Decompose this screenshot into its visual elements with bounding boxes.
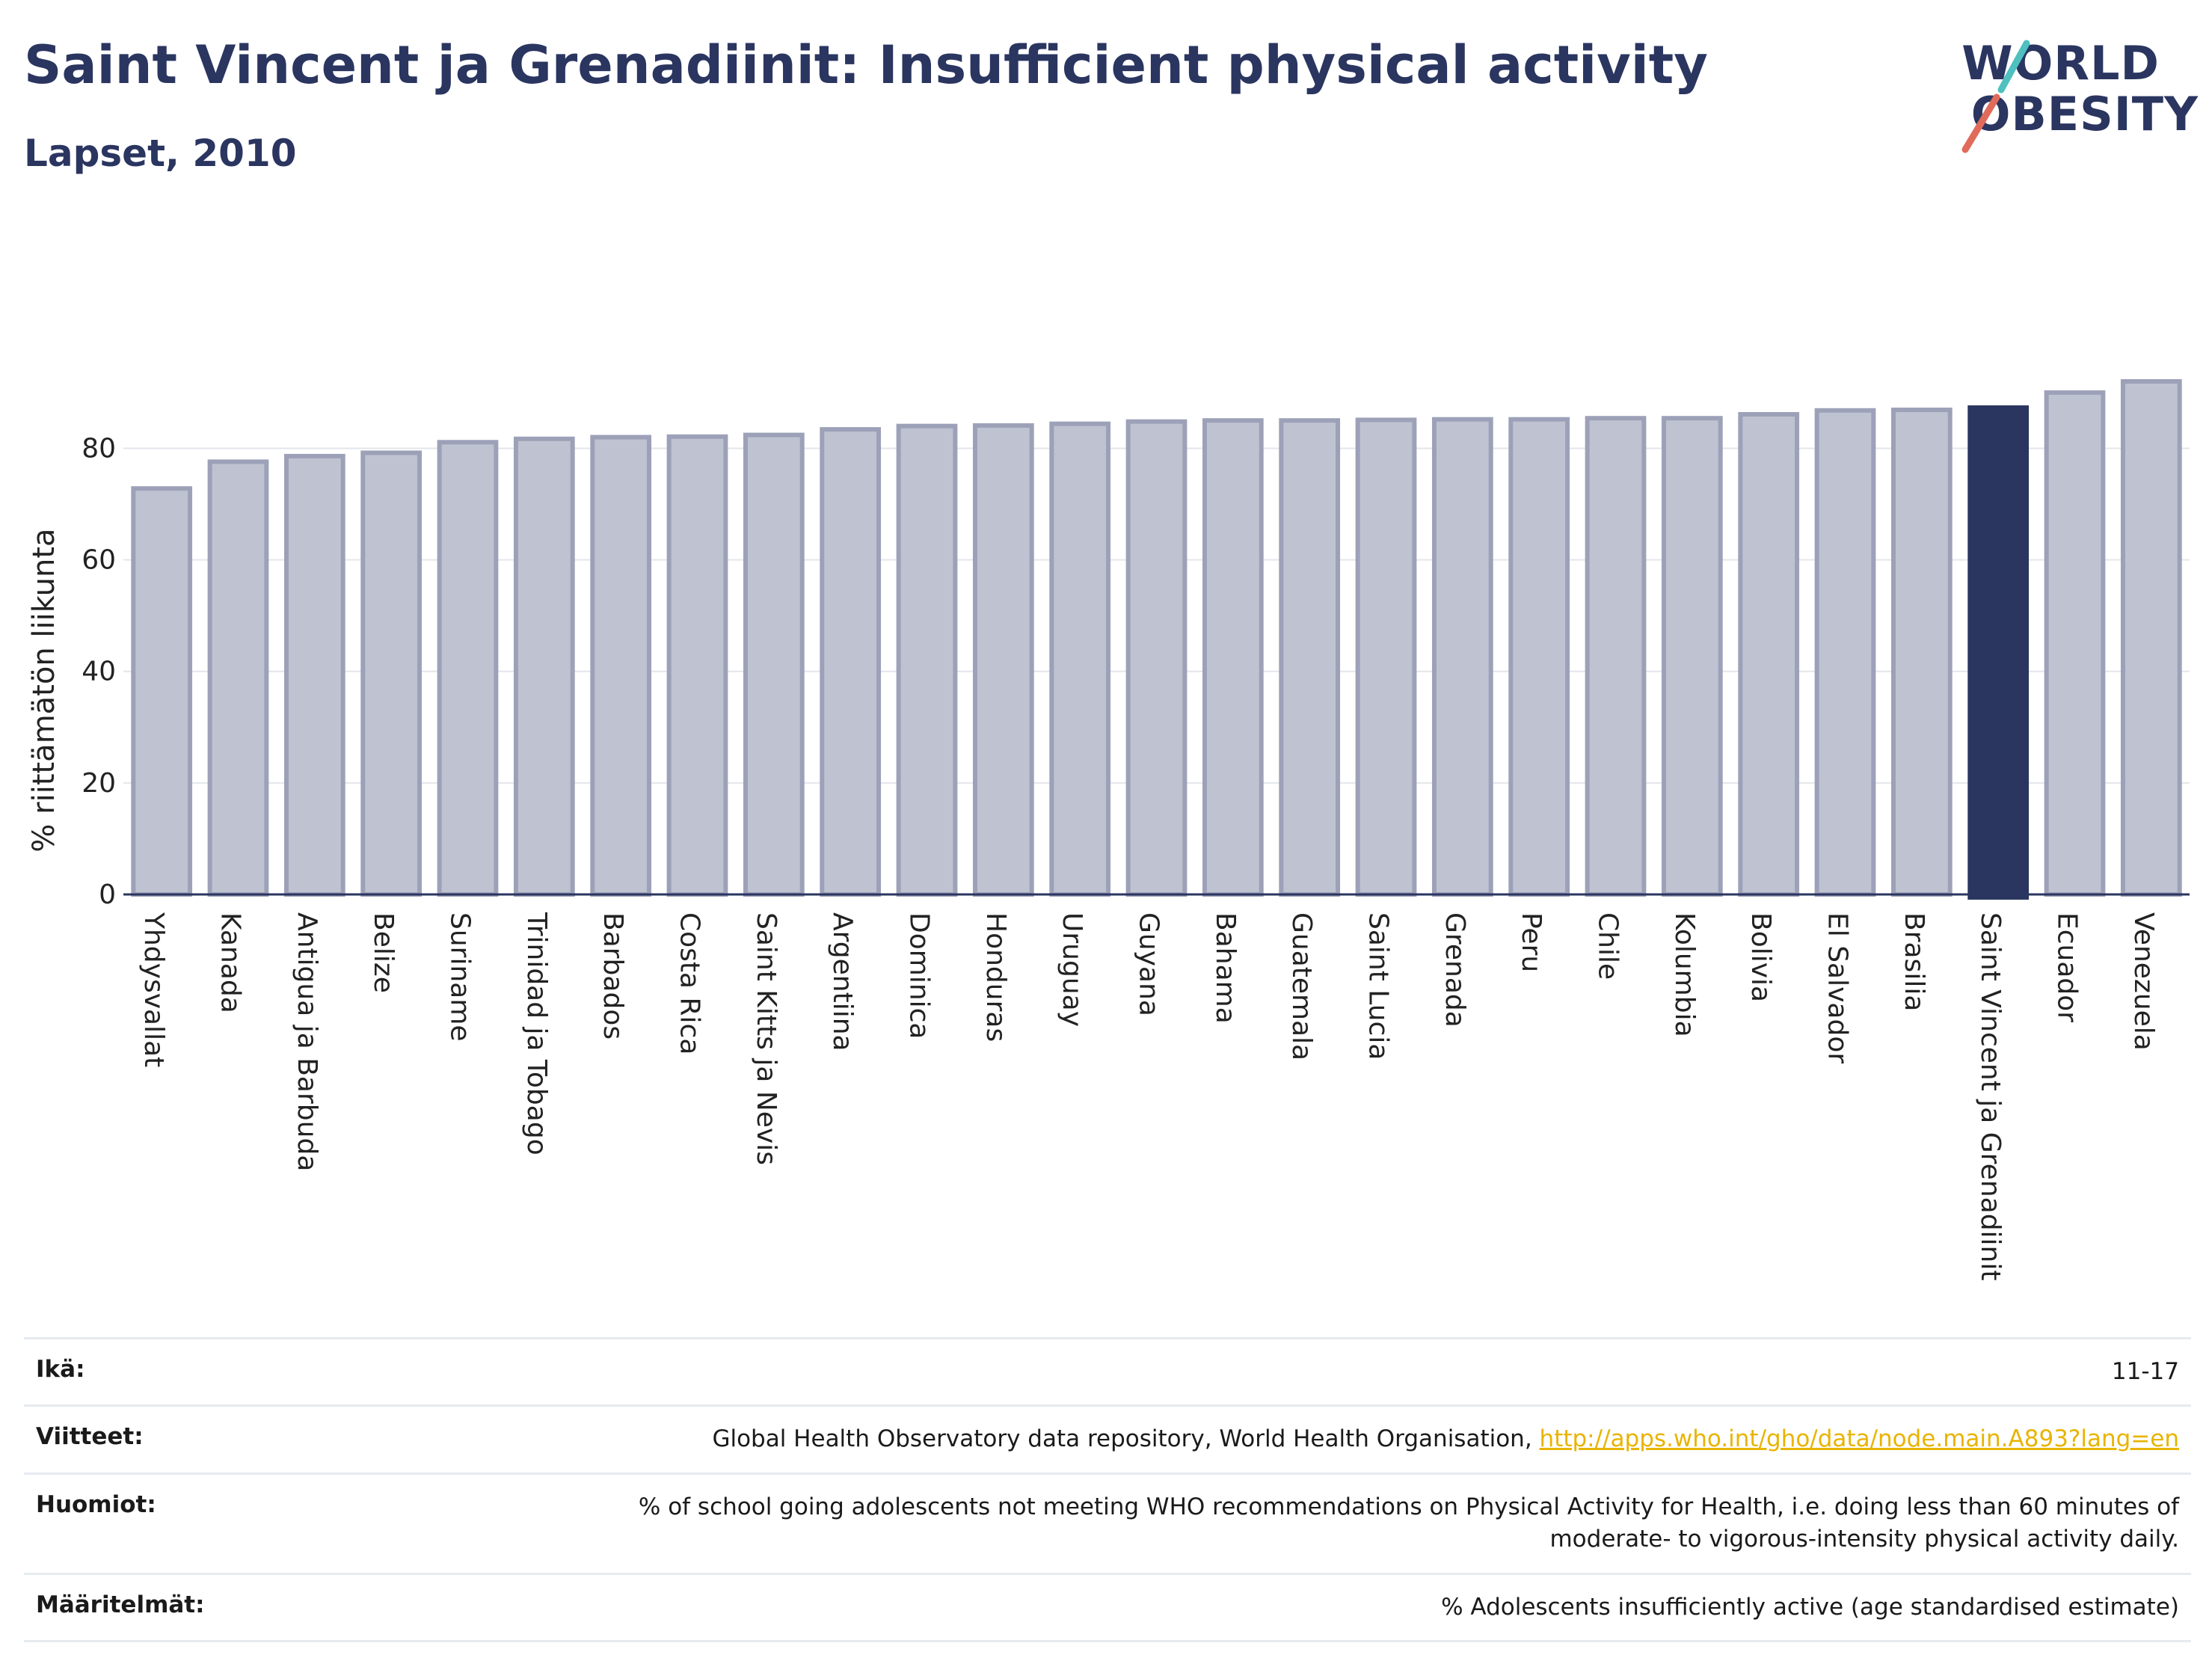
x-tick-label: Belize [368,912,399,993]
x-tick-label: Guyana [1134,912,1164,1016]
info-row-age: Ikä: 11-17 [24,1336,2191,1407]
y-axis-label: % riittämätön liikunta [27,528,61,852]
info-row-references: Viitteet: Global Health Observatory data… [24,1404,2191,1475]
bar-kolumbia [1661,416,1723,897]
bar-chile [1585,416,1647,897]
logo-line1: WORLD [1961,36,2160,90]
x-tick-label: Brasilia [1899,912,1929,1011]
bar-grenada [1431,417,1493,897]
x-tick-label: Antigua ja Barbuda [292,912,322,1171]
bar-venezuela [2120,379,2182,897]
x-tick-label: Dominica [904,912,935,1040]
bar-bolivia [1738,411,1800,897]
bar-peru [1508,417,1570,897]
definitions-value: % Adolescents insufficiently active (age… [272,1572,2191,1642]
x-tick-label: Argentiina [827,912,858,1051]
x-tick-label: Grenada [1440,912,1470,1028]
references-label: Viitteet: [24,1404,272,1475]
bar-trinidad-ja-tobago [513,436,575,897]
page-subtitle: Lapset, 2010 [24,132,297,175]
references-text: Global Health Observatory data repositor… [712,1425,1540,1453]
bar-uruguay [1049,421,1111,897]
y-tick-label: 0 [99,879,116,910]
y-tick-label: 20 [82,768,116,799]
y-tick-label: 80 [82,433,116,464]
y-tick-labels: 0 20 40 60 80 [82,433,116,910]
x-tick-label: Uruguay [1057,912,1087,1027]
world-obesity-logo: WORLD OBESITY [1952,22,2199,157]
x-tick-label: Guatemala [1286,912,1317,1060]
info-row-notes: Huomiot: % of school going adolescents n… [24,1472,2191,1575]
definitions-label: Määritelmät: [24,1572,272,1642]
age-value: 11-17 [272,1336,2191,1407]
bar-guyana [1125,419,1188,897]
references-link[interactable]: http://apps.who.int/gho/data/node.main.A… [1539,1425,2179,1453]
notes-value: % of school going adolescents not meetin… [272,1472,2191,1575]
x-tick-label: Venezuela [2128,912,2159,1051]
x-tick-label: Bolivia [1745,912,1776,1002]
bar-yhdysvallat [131,486,193,897]
x-tick-label: Trinidad ja Tobago [521,912,552,1155]
bar-el-salvador [1814,408,1876,897]
bar-saint-vincent-ja-grenadiinit [1967,405,2030,900]
age-label: Ikä: [24,1336,272,1407]
y-tick-label: 40 [82,657,116,687]
bar-argentiina [820,427,882,897]
bar-brasilia [1890,408,1953,897]
x-tick-label: El Salvador [1822,912,1853,1063]
x-tick-label: Saint Vincent ja Grenadiinit [1975,912,2006,1281]
bar-ecuador [2044,390,2106,897]
bar-chart: 0 20 40 60 80 Yhdysvallat Kanada Antigua ja Ba… [27,379,2190,1281]
bars [131,379,2182,900]
bar-suriname [437,440,499,897]
bar-kanada [207,459,269,897]
x-tick-label: Yhdysvallat [138,912,169,1067]
x-tick-label: Bahama [1210,912,1241,1024]
x-tick-label: Peru [1516,912,1546,972]
x-tick-label: Kolumbia [1669,912,1700,1037]
y-tick-label: 60 [82,545,116,576]
bar-saint-lucia [1355,417,1417,897]
notes-line2: moderate- to vigorous-intensity physical… [1549,1526,2179,1553]
bar-bahama [1202,418,1264,897]
bar-costa-rica [666,434,728,897]
page-title: Saint Vincent ja Grenadiinit: Insufficie… [24,34,1708,96]
notes-line1: % of school going adolescents not meetin… [638,1493,2179,1520]
bar-guatemala [1279,418,1341,897]
x-tick-label: Costa Rica [675,912,705,1054]
logo-slash-icon [1961,40,2030,153]
bar-barbados [590,435,652,897]
info-row-definitions: Määritelmät: % Adolescents insufficientl… [24,1572,2191,1642]
logo-line2: OBESITY [1970,87,2199,141]
references-value: Global Health Observatory data repositor… [272,1404,2191,1475]
x-tick-label: Barbados [597,912,628,1040]
bar-belize [360,450,423,897]
x-tick-label: Chile [1593,912,1623,980]
info-table: Ikä: 11-17 Viitteet: Global Health Obser… [24,1336,2191,1642]
x-tick-label: Ecuador [2052,912,2083,1022]
bar-saint-kitts-ja-nevis [743,432,805,897]
x-tick-labels: Yhdysvallat Kanada Antigua ja Barbuda Beliz… [138,912,2159,1281]
x-tick-label: Saint Kitts ja Nevis [751,912,781,1165]
x-tick-label: Honduras [980,912,1011,1042]
bar-honduras [972,423,1034,897]
bar-antigua-ja-barbuda [283,453,345,897]
bar-dominica [896,423,958,897]
notes-label: Huomiot: [24,1472,272,1575]
x-tick-label: Suriname [445,912,476,1042]
x-tick-label: Saint Lucia [1363,912,1394,1060]
x-tick-label: Kanada [215,912,246,1013]
